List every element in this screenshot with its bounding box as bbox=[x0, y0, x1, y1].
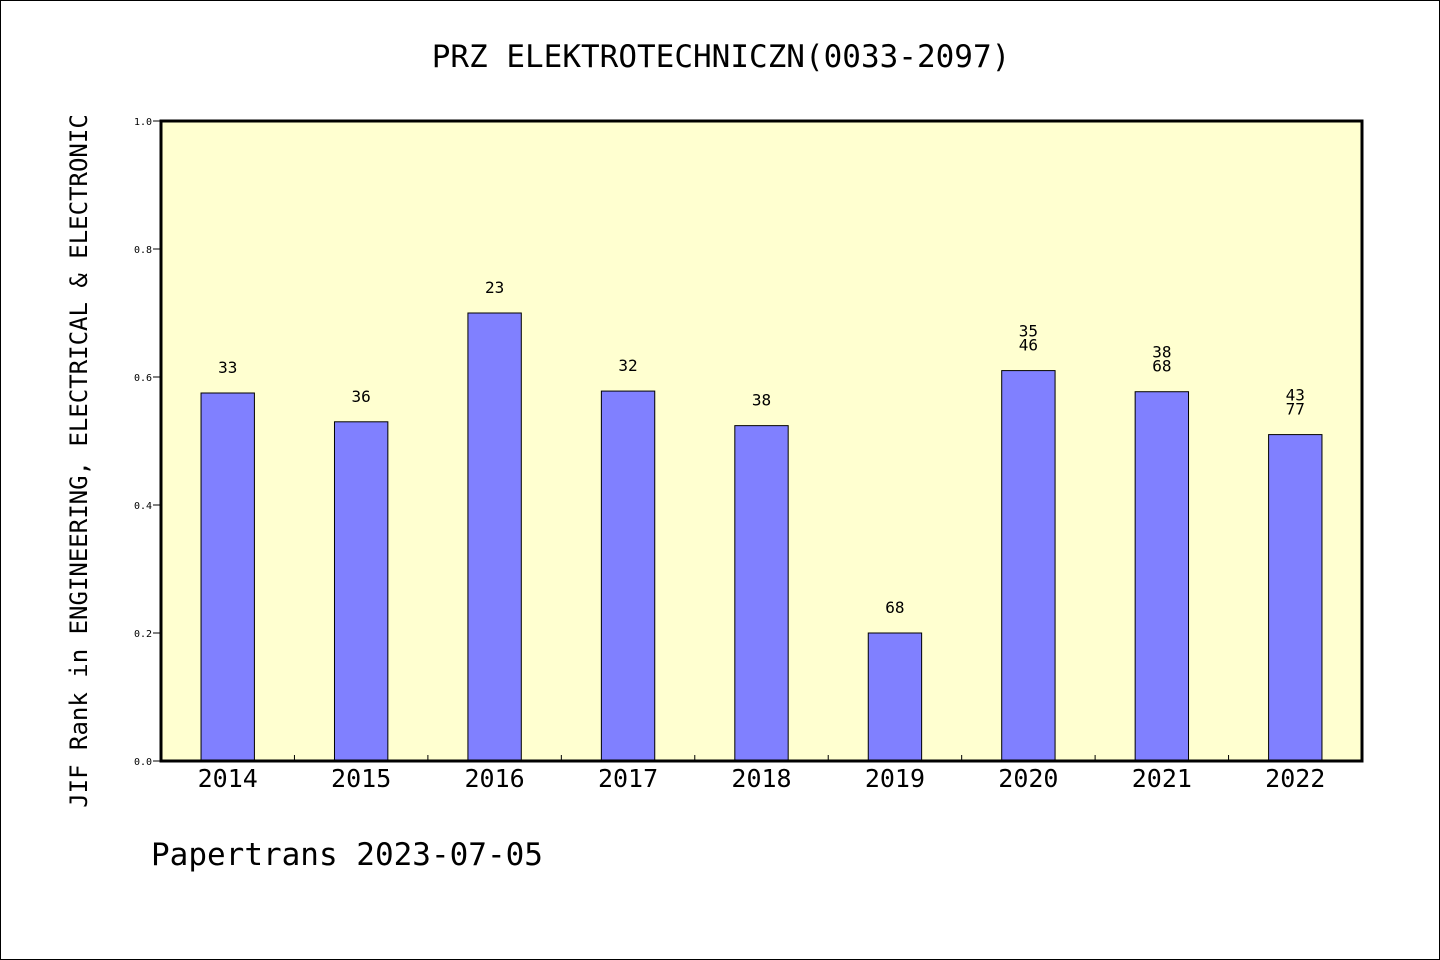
chart-title: PRZ ELEKTROTECHNICZN(0033-2097) bbox=[432, 39, 1011, 75]
bar-data-label: 33 bbox=[218, 358, 237, 377]
bar-2022 bbox=[1268, 434, 1323, 762]
bar-data-label: 68 bbox=[885, 598, 904, 617]
y-axis-label: JIF Rank in ENGINEERING, ELECTRICAL & EL… bbox=[65, 114, 93, 808]
x-tick-label-2014: 2014 bbox=[198, 764, 258, 793]
x-tick-label-2018: 2018 bbox=[731, 764, 791, 793]
bar-data-label: 46 bbox=[1019, 336, 1038, 355]
bar-data-label: 68 bbox=[1152, 357, 1171, 376]
bar-2015 bbox=[333, 421, 389, 762]
y-tick-label: 0.6 bbox=[134, 373, 152, 384]
plot-border bbox=[159, 119, 1364, 763]
bar-2014 bbox=[200, 392, 255, 762]
y-tick-label: 0.8 bbox=[134, 245, 152, 256]
bar-data-label: 77 bbox=[1286, 400, 1305, 419]
bar-data-label: 43 bbox=[1286, 386, 1305, 405]
bar-data-label: 32 bbox=[618, 356, 637, 375]
bar-2021 bbox=[1134, 391, 1190, 762]
x-tick-label-2021: 2021 bbox=[1132, 764, 1192, 793]
x-tick-label-2015: 2015 bbox=[331, 764, 391, 793]
bar-2017 bbox=[600, 390, 656, 762]
bars-group bbox=[200, 312, 1323, 762]
y-tick-label: 0.2 bbox=[134, 629, 152, 640]
y-tick-label: 0.4 bbox=[134, 501, 152, 512]
bar-data-label: 35 bbox=[1019, 322, 1038, 341]
x-tick-label-2020: 2020 bbox=[998, 764, 1058, 793]
bar-data-label: 38 bbox=[752, 391, 771, 410]
x-tick-label-2017: 2017 bbox=[598, 764, 658, 793]
bar-2018 bbox=[734, 425, 789, 762]
x-tick-label-2016: 2016 bbox=[465, 764, 525, 793]
bar-2016 bbox=[467, 312, 522, 762]
footer-text: Papertrans 2023-07-05 bbox=[151, 837, 543, 873]
x-tick-label-2019: 2019 bbox=[865, 764, 925, 793]
y-axis-ticks: 0.0 0.2 0.4 0.6 0.8 1.0 bbox=[134, 117, 161, 768]
y-tick-label: 0.0 bbox=[134, 757, 152, 768]
x-tick-label-2022: 2022 bbox=[1265, 764, 1325, 793]
bar-data-label: 38 bbox=[1152, 343, 1171, 362]
bar-data-label: 23 bbox=[485, 278, 504, 297]
bar-2019 bbox=[867, 632, 923, 762]
bar-data-label: 36 bbox=[352, 387, 371, 406]
y-tick-label: 1.0 bbox=[134, 117, 152, 128]
x-axis-ticks: 2014 2015 2016 2017 2018 2019 2020 2021 2022 bbox=[198, 755, 1325, 793]
bar-2020 bbox=[1001, 370, 1056, 762]
